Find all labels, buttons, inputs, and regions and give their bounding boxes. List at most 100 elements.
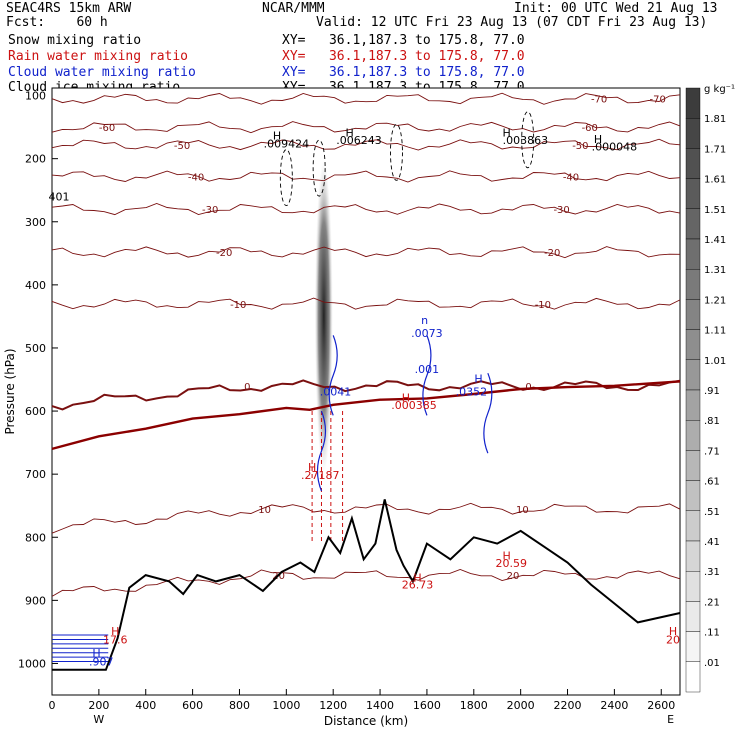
isotherm-label-right-0: 0 bbox=[525, 382, 531, 393]
y-tick-label-300: 300 bbox=[25, 216, 46, 229]
plot-label-4: H bbox=[502, 127, 510, 140]
isotherm--60 bbox=[51, 121, 681, 134]
isotherm-label-right--20: -20 bbox=[544, 248, 560, 259]
colorbar-label-6: 1.21 bbox=[704, 295, 726, 306]
x-tick-label-800: 800 bbox=[229, 699, 250, 712]
colorbar-label-10: .81 bbox=[704, 416, 720, 427]
plot-label-8: 401 bbox=[49, 190, 70, 203]
colorbar-label-1: 1.71 bbox=[704, 144, 726, 155]
plot-label-26: .907 bbox=[89, 655, 114, 668]
colorbar-label-2: 1.61 bbox=[704, 175, 726, 186]
isotherm-label-0: 0 bbox=[244, 382, 250, 393]
cloudwater-contour-1 bbox=[422, 335, 432, 416]
colorbar-label-9: .91 bbox=[704, 386, 720, 397]
colorbar-cell-12 bbox=[685, 450, 701, 481]
isotherm-label--60: -60 bbox=[99, 123, 115, 134]
colorbar-cell-7 bbox=[685, 299, 701, 330]
isotherm-label--40: -40 bbox=[188, 172, 204, 183]
plot-label-14: .0041 bbox=[320, 385, 352, 398]
plot-label-25: H bbox=[92, 647, 100, 660]
isotherm-label-right--60: -60 bbox=[582, 123, 598, 134]
header-center: NCAR/MMM bbox=[262, 1, 325, 16]
plot-label-1: .009424 bbox=[264, 137, 310, 150]
plot-label-7: .000048 bbox=[592, 140, 638, 153]
colorbar-cell-16 bbox=[685, 571, 701, 602]
isotherm-label-right--40: -40 bbox=[563, 172, 579, 183]
cloudwater-contour-2 bbox=[483, 372, 493, 454]
x-tick-label-200: 200 bbox=[88, 699, 109, 712]
snow-contour-2 bbox=[390, 123, 403, 181]
plot-frame bbox=[51, 87, 681, 696]
header-fcst: Fcst: 60 h bbox=[6, 15, 108, 30]
isotherm-label-right--10: -10 bbox=[535, 300, 551, 311]
terrain-line bbox=[52, 499, 681, 671]
colorbar-cell-1 bbox=[685, 117, 701, 149]
colorbar-label-17: .11 bbox=[704, 628, 720, 639]
colorbar-cell-15 bbox=[685, 540, 701, 572]
plot-label-12: H bbox=[474, 373, 482, 386]
colorbar-cell-5 bbox=[685, 238, 701, 270]
x-tick-label-1800: 1800 bbox=[460, 699, 488, 712]
colorbar-label-4: 1.41 bbox=[704, 235, 726, 246]
colorbar-cell-2 bbox=[685, 148, 701, 179]
x-tick-label-2600: 2600 bbox=[647, 699, 675, 712]
colorbar-unit: g kg⁻¹ bbox=[704, 84, 735, 95]
colorbar-label-7: 1.11 bbox=[704, 326, 726, 337]
colorbar-cell-14 bbox=[685, 510, 701, 542]
colorbar-cell-13 bbox=[685, 480, 701, 512]
field-rain-xy: XY= 36.1,187.3 to 175.8, 77.0 bbox=[282, 49, 525, 64]
isotherm-label--10: -10 bbox=[230, 300, 246, 311]
colorbar-label-16: .21 bbox=[704, 597, 720, 608]
isotherm--50 bbox=[51, 138, 681, 151]
isotherm-label--70: -70 bbox=[650, 95, 666, 106]
colorbar-cell-6 bbox=[685, 269, 701, 300]
isotherm--10 bbox=[51, 297, 681, 310]
plot-label-9: n bbox=[421, 314, 428, 327]
plot-label-2: H bbox=[345, 127, 353, 140]
isotherm-label-right-20: 20 bbox=[507, 571, 520, 582]
isotherm--20 bbox=[51, 246, 681, 259]
plot-label-28: 20 bbox=[666, 633, 680, 646]
colorbar-cell-18 bbox=[685, 631, 701, 662]
plot-label-18: .27187 bbox=[301, 469, 340, 482]
plot-label-20: 26.73 bbox=[402, 578, 434, 591]
plot-label-22: 20.59 bbox=[496, 557, 528, 570]
colorbar-label-3: 1.51 bbox=[704, 205, 726, 216]
isotherm-label-right-10: 10 bbox=[516, 505, 529, 516]
plot-label-15: H bbox=[402, 392, 410, 405]
colorbar-label-0: 1.81 bbox=[704, 114, 726, 125]
colorbar-cell-19 bbox=[685, 661, 701, 693]
x-tick-label-1600: 1600 bbox=[413, 699, 441, 712]
colorbar-cell-4 bbox=[685, 208, 701, 240]
y-tick-label-400: 400 bbox=[25, 279, 46, 292]
colorbar-cell-10 bbox=[685, 389, 701, 421]
isotherm-label-right--50: -50 bbox=[572, 141, 588, 152]
plot-label-6: H bbox=[594, 133, 602, 146]
isotherm--40 bbox=[51, 170, 681, 183]
y-tick-label-200: 200 bbox=[25, 153, 46, 166]
header-title: SEAC4RS 15km ARW bbox=[6, 1, 132, 16]
isotherm-label-10: 10 bbox=[258, 505, 271, 516]
colorbar-label-11: .71 bbox=[704, 446, 720, 457]
y-tick-label-1000: 1000 bbox=[18, 657, 46, 670]
colorbar-cell-9 bbox=[685, 359, 701, 391]
plot-label-11: .001 bbox=[415, 363, 440, 376]
field-rain-name: Rain water mixing ratio bbox=[8, 49, 189, 64]
y-tick-label-top: 100 bbox=[25, 90, 46, 103]
plot-label-0: H bbox=[273, 130, 281, 143]
field-cloudwater-xy: XY= 36.1,187.3 to 175.8, 77.0 bbox=[282, 65, 525, 80]
x-tick-label-1200: 1200 bbox=[319, 699, 347, 712]
field-cloudwater-name: Cloud water mixing ratio bbox=[8, 65, 196, 80]
colorbar-label-5: 1.31 bbox=[704, 265, 726, 276]
colorbar-label-13: .51 bbox=[704, 507, 720, 518]
cloudwater-contour-3 bbox=[316, 410, 327, 492]
isotherm-0 bbox=[51, 379, 681, 411]
x-tick-label-1400: 1400 bbox=[366, 699, 394, 712]
y-tick-label-500: 500 bbox=[25, 342, 46, 355]
isotherm-label-right--70: -70 bbox=[591, 95, 607, 106]
east-label: E bbox=[667, 713, 674, 726]
plot-label-27: H bbox=[669, 625, 677, 638]
x-tick-label-2400: 2400 bbox=[600, 699, 628, 712]
colorbar-cell-8 bbox=[685, 329, 701, 361]
